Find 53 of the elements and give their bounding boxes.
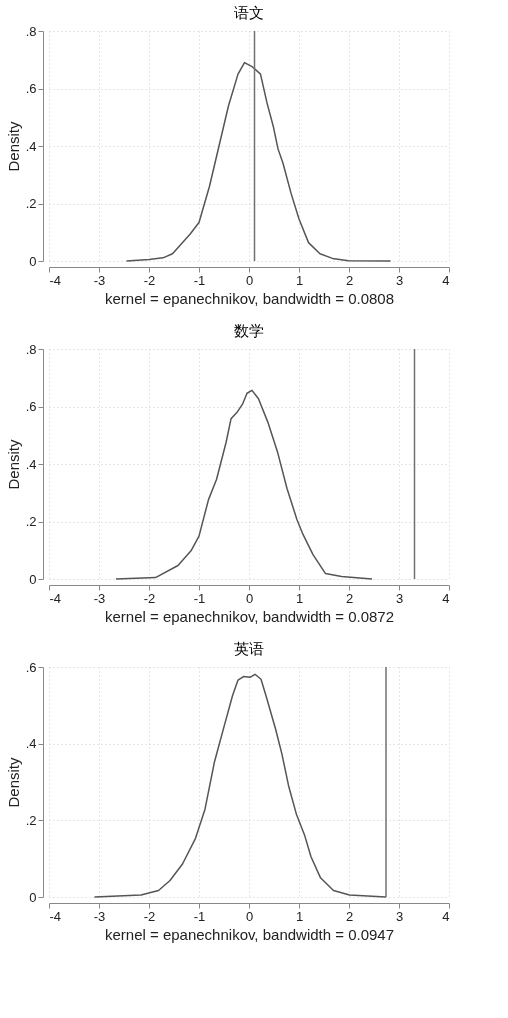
y-tick-label: .6 <box>25 399 37 414</box>
x-tick-label: 0 <box>245 272 254 288</box>
x-tick-label: -2 <box>143 272 156 288</box>
x-tick-label: 3 <box>395 272 404 288</box>
y-axis-title: Density <box>4 757 22 808</box>
chart-title: 英语 <box>234 640 264 658</box>
y-tick-label: .4 <box>25 456 37 472</box>
x-axis-title: kernel = epanechnikov, bandwidth = 0.0872 <box>104 607 395 625</box>
x-tick-label: 3 <box>395 908 404 924</box>
y-tick-label: .4 <box>25 736 37 752</box>
line-series <box>115 389 373 580</box>
x-tick-label: -3 <box>93 590 106 606</box>
x-tick-label: -1 <box>193 908 206 924</box>
x-tick-label: 1 <box>295 908 304 924</box>
y-tick-label: 0 <box>29 571 37 587</box>
y-tick-label: .8 <box>25 341 37 357</box>
y-tick-label: .2 <box>25 196 37 211</box>
y-tick-label: .6 <box>25 81 37 96</box>
x-tick-label: 4 <box>442 272 450 288</box>
x-tick-label: 2 <box>345 272 354 288</box>
y-tick-label: 0 <box>29 889 37 905</box>
x-tick-label: -3 <box>93 272 106 288</box>
y-tick-label: .4 <box>25 138 37 154</box>
x-tick-label: -4 <box>49 908 62 924</box>
y-tick-label: .2 <box>25 812 37 828</box>
x-axis-title: kernel = epanechnikov, bandwidth = 0.0808 <box>104 289 395 307</box>
y-tick-label: .2 <box>25 514 37 529</box>
x-tick-label: 2 <box>345 908 354 924</box>
x-tick-label: 0 <box>245 590 254 606</box>
y-tick-label: .8 <box>25 23 37 39</box>
x-tick-label: 4 <box>442 908 450 924</box>
x-tick-label: 3 <box>395 590 404 606</box>
x-tick-label: 1 <box>295 590 304 606</box>
x-axis-title: kernel = epanechnikov, bandwidth = 0.0947 <box>104 925 395 943</box>
x-tick-label: 1 <box>295 272 304 288</box>
x-tick-label: 2 <box>345 590 354 606</box>
x-tick-label: -4 <box>49 272 62 288</box>
x-tick-label: -3 <box>93 908 106 924</box>
x-tick-label: 4 <box>442 590 450 606</box>
chart-title: 数学 <box>234 322 264 340</box>
x-tick-label: -2 <box>143 590 156 606</box>
chart-title: 语文 <box>234 4 264 22</box>
x-tick-label: -1 <box>193 272 206 288</box>
line-series <box>93 673 387 898</box>
x-tick-label: -2 <box>143 908 156 924</box>
y-axis-title: Density <box>4 121 22 172</box>
y-tick-label: .6 <box>25 659 37 675</box>
x-tick-label: -1 <box>193 590 206 606</box>
x-tick-label: 0 <box>245 908 254 924</box>
y-tick-label: 0 <box>29 253 37 269</box>
y-axis-title: Density <box>4 439 22 490</box>
line-series <box>125 61 392 262</box>
x-tick-label: -4 <box>49 590 62 606</box>
